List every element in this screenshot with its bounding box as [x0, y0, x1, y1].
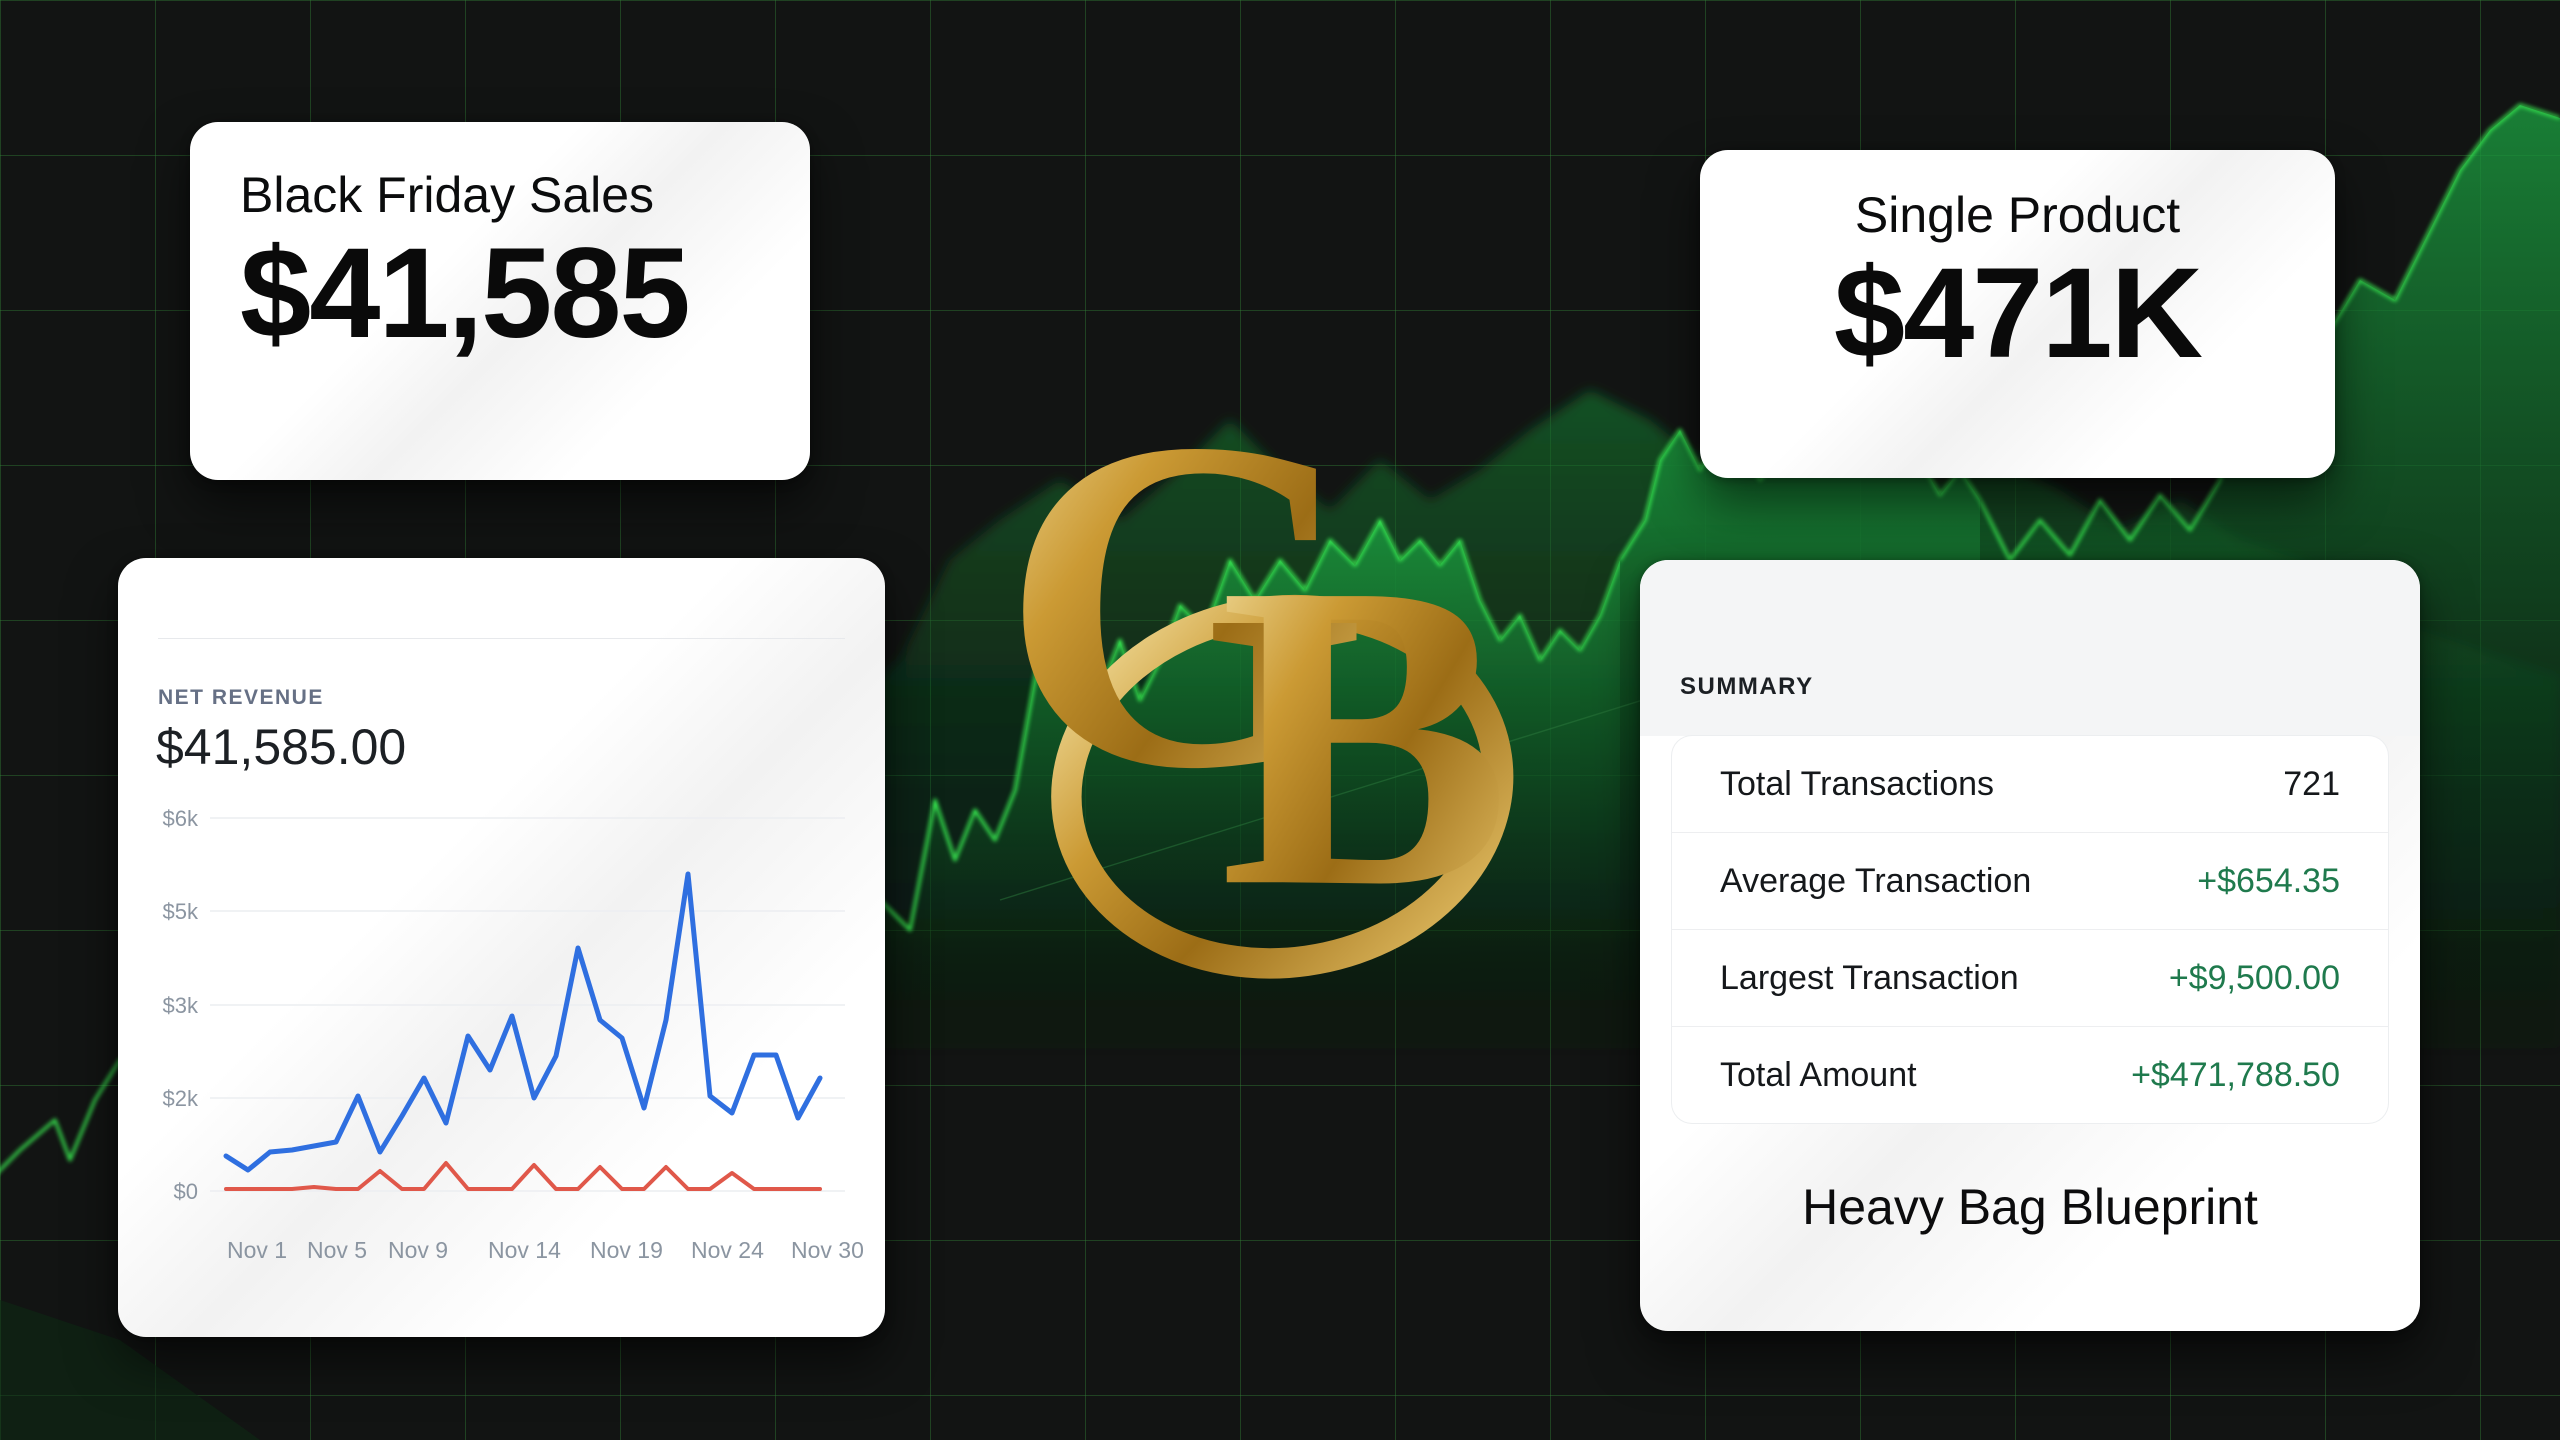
svg-text:Nov 5: Nov 5 [307, 1237, 367, 1263]
svg-text:Nov 9: Nov 9 [388, 1237, 448, 1263]
svg-text:Nov 14: Nov 14 [488, 1237, 561, 1263]
svg-text:Nov 1: Nov 1 [227, 1237, 287, 1263]
svg-text:$3k: $3k [163, 993, 199, 1018]
svg-text:B: B [1220, 493, 1511, 977]
svg-text:Nov 30: Nov 30 [791, 1237, 864, 1263]
svg-text:Nov 24: Nov 24 [691, 1237, 764, 1263]
svg-text:$2k: $2k [163, 1086, 199, 1111]
svg-text:$6k: $6k [163, 806, 199, 831]
svg-text:Nov 19: Nov 19 [590, 1237, 663, 1263]
svg-text:$0: $0 [174, 1179, 198, 1204]
svg-text:$5k: $5k [163, 899, 199, 924]
